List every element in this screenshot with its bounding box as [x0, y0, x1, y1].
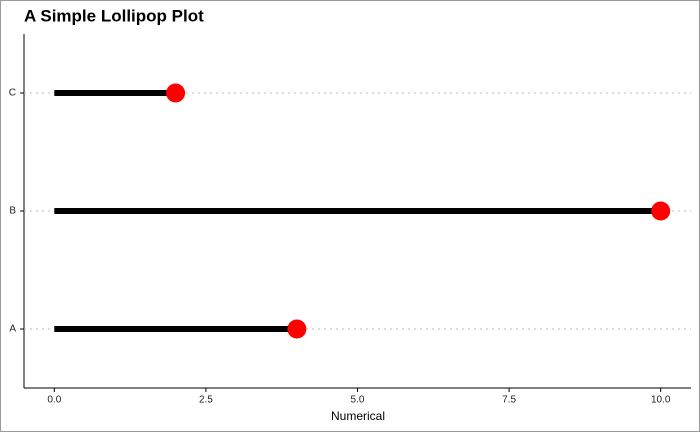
chart-title: A Simple Lollipop Plot: [24, 6, 204, 25]
dot: [287, 319, 307, 339]
x-tick-label: 10.0: [651, 395, 671, 406]
y-tick-label: A: [9, 324, 16, 335]
dot: [651, 201, 671, 221]
x-axis-label: Numerical: [331, 409, 385, 423]
y-tick-label: B: [9, 206, 16, 217]
x-tick-label: 2.5: [199, 395, 213, 406]
y-tick-label: C: [9, 88, 16, 99]
x-tick-label: 5.0: [351, 395, 365, 406]
x-tick-label: 7.5: [502, 395, 516, 406]
x-tick-label: 0.0: [47, 395, 61, 406]
dot: [166, 83, 186, 103]
